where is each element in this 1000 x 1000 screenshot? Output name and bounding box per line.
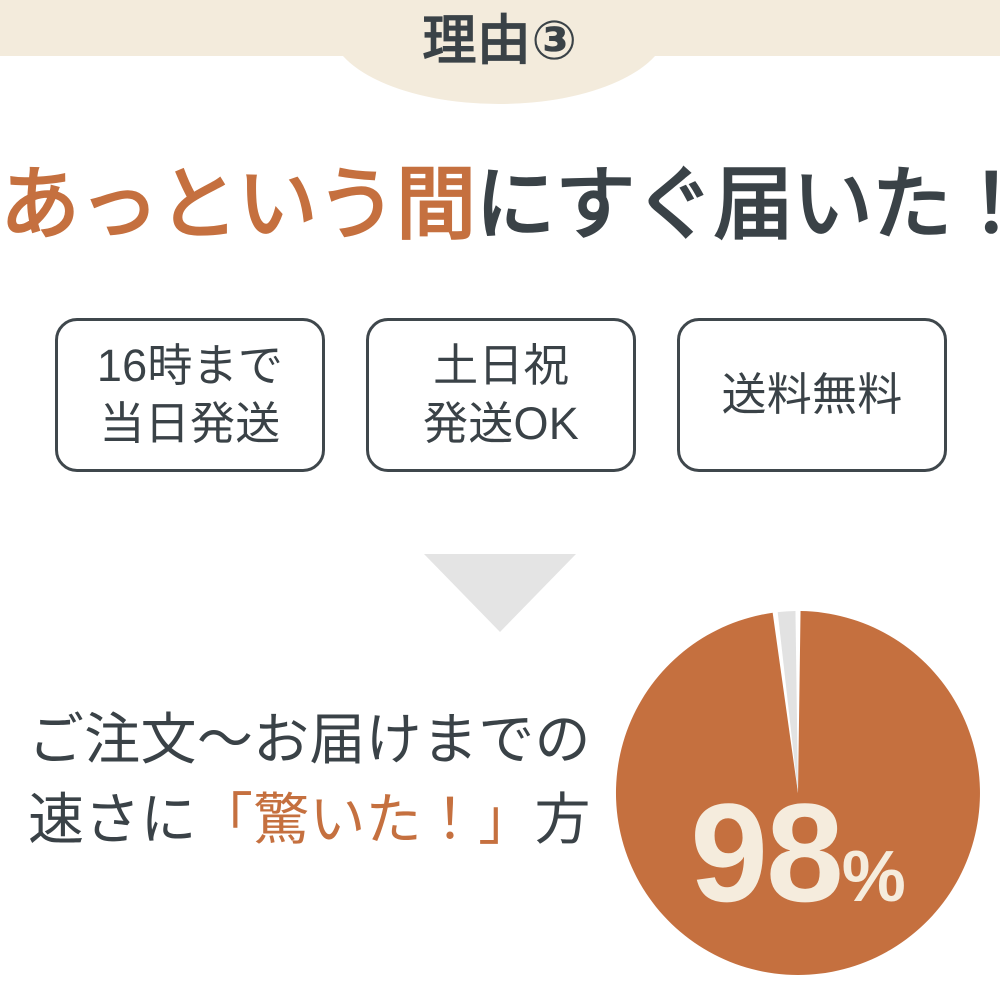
caption-line2-prefix: 速さに	[28, 787, 197, 851]
badge-row: 16時まで 当日発送 土日祝 発送OK 送料無料	[55, 318, 947, 472]
page-title: 理由③	[422, 11, 578, 71]
pie-chart-value-label: 98%	[612, 783, 984, 923]
pie-value-unit: %	[841, 837, 906, 917]
caption-line2-suffix: 方	[534, 787, 591, 851]
pie-value-number: 98	[690, 774, 844, 931]
pie-slice-major	[615, 611, 980, 976]
header-band	[0, 0, 1000, 104]
headline-accent-text: あっという間	[0, 160, 476, 249]
badge-label-line1: 16時まで	[96, 340, 284, 392]
pie-chart: 98%	[612, 607, 984, 979]
caption-text: ご注文〜お届けまでの 速さに「驚いた！」方	[28, 700, 638, 859]
pie-chart-svg	[615, 611, 980, 976]
triangle-down-icon	[424, 554, 576, 632]
headline-rest-text: にすぐ届いた！	[475, 160, 1000, 249]
badge-label-line2: 当日発送	[99, 398, 281, 449]
caption-line-1: ご注文〜お届けまでの	[28, 708, 591, 771]
badge-label-line1: 土日祝	[433, 340, 569, 392]
caption-line-2: 速さに「驚いた！」方	[28, 780, 638, 860]
headline: あっという間にすぐ届いた！	[0, 160, 1000, 250]
badge-same-day-shipping: 16時まで 当日発送	[55, 318, 325, 472]
caption-line2-accent: 「驚いた！」	[196, 787, 535, 851]
pie-slices	[615, 611, 980, 976]
badge-free-shipping: 送料無料	[677, 318, 947, 472]
badge-weekend-holiday-shipping: 土日祝 発送OK	[366, 318, 636, 472]
badge-label-line2: 発送OK	[423, 398, 579, 449]
pie-slice-minor	[777, 611, 798, 793]
badge-label-line1: 送料無料	[721, 369, 903, 421]
